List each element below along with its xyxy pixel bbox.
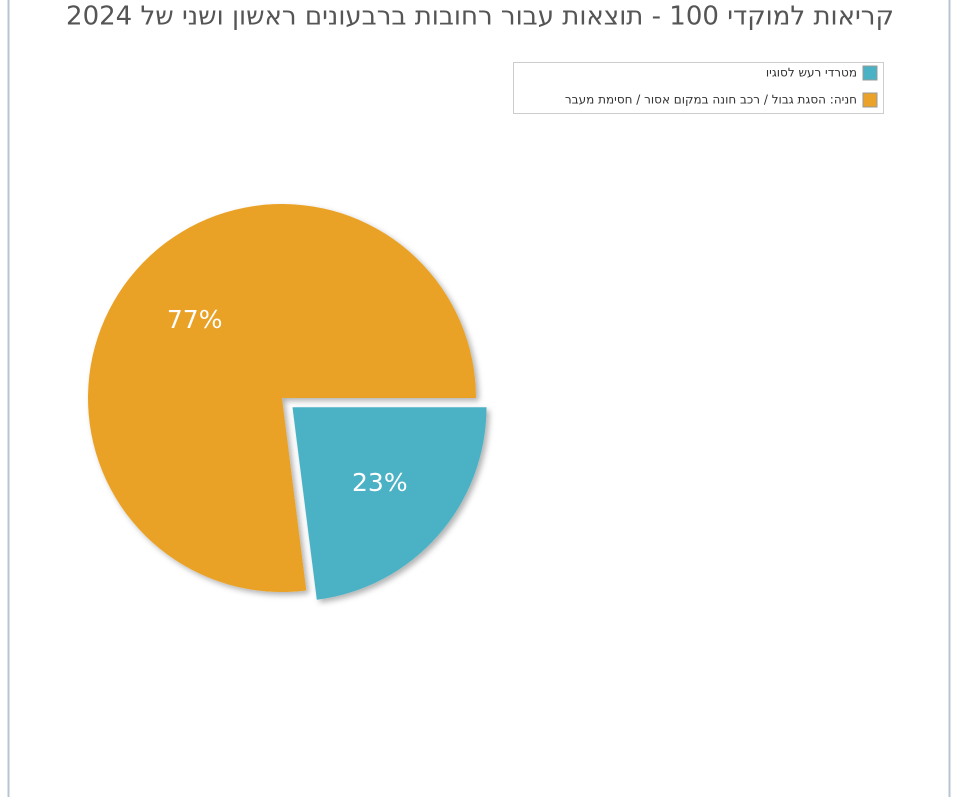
data-label: 77% [167,305,223,334]
legend-label: חניה: הסגת גבול / רכב חונה במקום אסור / … [565,93,857,107]
pie-slice [88,203,477,592]
legend-label: מטרדי רעש לסוגיו [766,66,857,80]
legend-box [513,62,884,114]
data-label: 23% [352,468,408,497]
legend-swatch [862,65,878,81]
legend-swatch [862,92,878,108]
chart-title: קריאות למוקדי 100 - תוצאות עבור רחובות ב… [66,2,894,32]
pie-slice [292,407,487,600]
